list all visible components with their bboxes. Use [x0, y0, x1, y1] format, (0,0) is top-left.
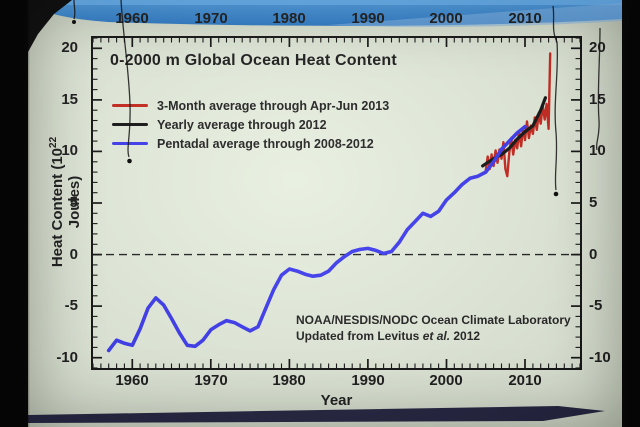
x-tick-label-bottom-2010: 2010 [508, 372, 542, 389]
y-tick-label-left-5: 5 [69, 194, 78, 211]
y-tick-label-left--10: -10 [56, 349, 78, 366]
y-tick-label-left-15: 15 [61, 91, 78, 108]
x-tick-label-top-1960: 1960 [115, 10, 149, 27]
x-tick-label-top-2000: 2000 [429, 10, 463, 27]
y-tick-label-left-10: 10 [61, 142, 78, 159]
x-tick-label-bottom-2000: 2000 [429, 372, 463, 389]
line-chart [93, 38, 580, 368]
x-tick-label-top-1970: 1970 [194, 10, 228, 27]
black-line-sample [112, 122, 148, 127]
x-tick-label-bottom-1960: 1960 [115, 372, 149, 389]
plot-frame [91, 36, 582, 370]
y-tick-label-left--5: -5 [64, 297, 78, 314]
x-tick-label-top-1980: 1980 [272, 10, 306, 27]
slide: 1960 1970 1980 1990 2000 2010 0-2000 m Global… [28, 0, 622, 427]
y-tick-label-right-0: 0 [589, 246, 598, 263]
legend: 3-Month average through Apr-Jun 2013 Yea… [112, 96, 389, 153]
attribution: NOAA/NESDIS/NODC Ocean Climate Laborator… [296, 312, 596, 344]
y-tick-label-left-0: 0 [69, 246, 78, 263]
photo-edge-left [0, 0, 30, 427]
slide-top-band [36, 0, 622, 27]
y-tick-label-right-5: 5 [589, 194, 598, 211]
x-tick-label-top-1990: 1990 [351, 10, 385, 27]
photo-edge-right [622, 0, 640, 427]
y-tick-label-right--10: -10 [589, 349, 611, 366]
legend-label-3month: 3-Month average through Apr-Jun 2013 [157, 98, 390, 113]
legend-label-yearly: Yearly average through 2012 [157, 117, 327, 132]
x-axis-title: Year [320, 392, 353, 409]
chart-title: 0-2000 m Global Ocean Heat Content [110, 52, 397, 69]
x-tick-label-top-2010: 2010 [508, 10, 542, 27]
y-tick-label-left-20: 20 [61, 39, 78, 56]
attribution-line2: Updated from Levitus et al. 2012 [296, 329, 481, 343]
red-line-sample [112, 103, 148, 108]
legend-label-pentadal: Pentadal average through 2008-2012 [157, 136, 374, 151]
x-tick-label-bottom-1970: 1970 [194, 372, 228, 389]
attribution-line1: NOAA/NESDIS/NODC Ocean Climate Laborator… [296, 313, 571, 327]
x-tick-label-bottom-1980: 1980 [272, 372, 306, 389]
legend-row-3month: 3-Month average through Apr-Jun 2013 [112, 96, 389, 115]
y-axis-title: Heat Content (1022 Joules) [48, 136, 83, 268]
legend-row-yearly: Yearly average through 2012 [112, 115, 389, 134]
blue-line-sample [112, 141, 148, 146]
y-tick-label-right--5: -5 [589, 297, 603, 314]
x-tick-label-bottom-1990: 1990 [351, 372, 385, 389]
y-tick-label-right-10: 10 [589, 142, 606, 159]
legend-row-pentadal: Pentadal average through 2008-2012 [112, 134, 389, 153]
